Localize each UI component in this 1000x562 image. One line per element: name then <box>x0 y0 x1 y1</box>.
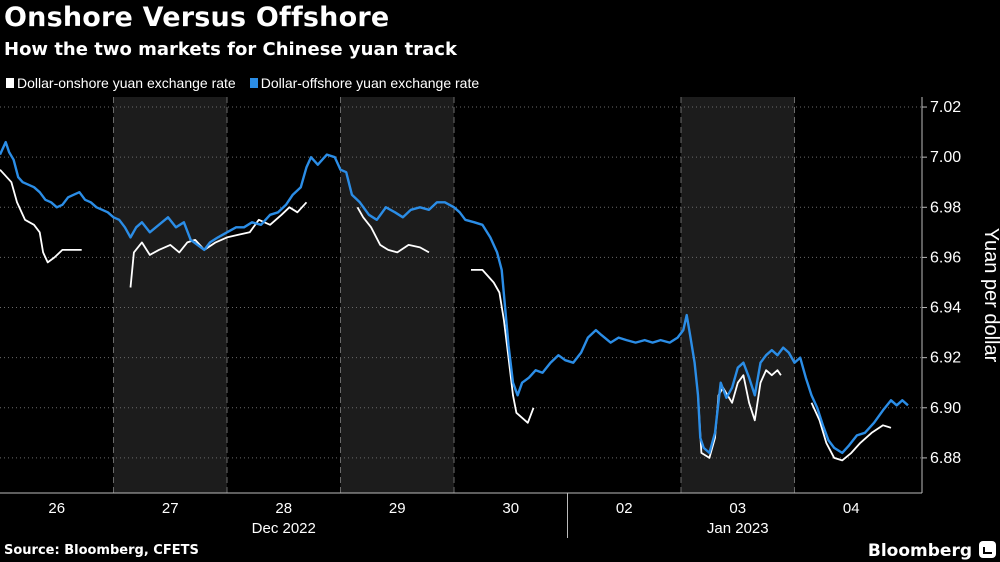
x-group-label: Dec 2022 <box>252 520 316 537</box>
x-tick-label: 26 <box>48 500 65 517</box>
offshore-series-line <box>0 140 909 455</box>
onshore-series-line <box>810 402 892 462</box>
x-tick-label: 04 <box>843 500 860 517</box>
y-tick-label: 6.88 <box>930 450 961 467</box>
legend-item-offshore: Dollar-offshore yuan exchange rate <box>249 75 480 91</box>
y-tick-label: 7.00 <box>930 149 961 166</box>
onshore-series-line <box>129 201 308 288</box>
y-tick-label: 6.98 <box>930 199 961 216</box>
legend: Dollar-onshore yuan exchange rate Dollar… <box>6 75 493 91</box>
x-tick-label: 27 <box>162 500 179 517</box>
source-note: Source: Bloomberg, CFETS <box>4 543 199 558</box>
y-tick-label: 7.02 <box>930 99 961 116</box>
chart-logo-icon <box>979 541 996 558</box>
legend-label-offshore: Dollar-offshore yuan exchange rate <box>260 75 480 91</box>
onshore-series-line <box>697 369 782 459</box>
onshore-series-line <box>471 269 535 424</box>
chart-title: Onshore Versus Offshore <box>4 2 390 33</box>
x-tick-label: 03 <box>729 500 746 517</box>
y-tick-label: 6.94 <box>930 300 961 317</box>
y-tick-label: 6.92 <box>930 350 961 367</box>
y-tick-label: 6.90 <box>930 400 961 417</box>
onshore-series-line <box>0 169 82 264</box>
bloomberg-logo: Bloomberg <box>867 541 972 561</box>
y-tick-label: 6.96 <box>930 249 961 266</box>
legend-swatch-onshore <box>6 78 14 88</box>
shaded-day-band <box>681 97 795 493</box>
x-tick-label: 28 <box>275 500 292 517</box>
y-axis-title: Yuan per dollar <box>980 228 1000 363</box>
x-tick-label: 02 <box>616 500 633 517</box>
onshore-series-line <box>356 206 430 254</box>
shaded-day-band <box>340 97 454 493</box>
legend-item-onshore: Dollar-onshore yuan exchange rate <box>6 75 236 91</box>
x-tick-label: 30 <box>502 500 519 517</box>
chart-subtitle: How the two markets for Chinese yuan tra… <box>4 39 457 60</box>
x-group-label: Jan 2023 <box>707 520 769 537</box>
x-tick-label: 29 <box>389 500 406 517</box>
legend-swatch-offshore <box>249 78 258 88</box>
legend-label-onshore: Dollar-onshore yuan exchange rate <box>17 75 236 91</box>
shaded-day-band <box>113 97 227 493</box>
